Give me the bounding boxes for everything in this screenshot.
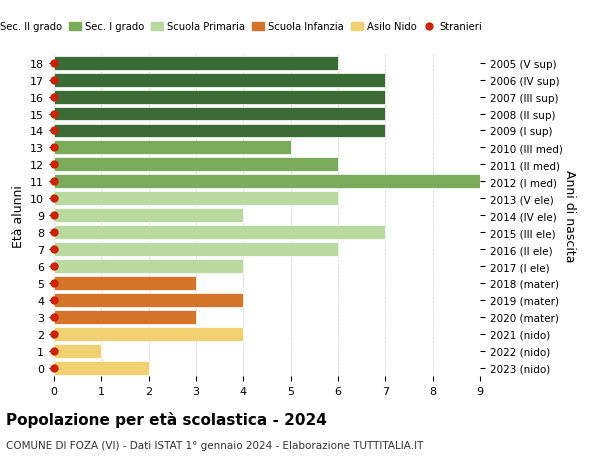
Legend: Sec. II grado, Sec. I grado, Scuola Primaria, Scuola Infanzia, Asilo Nido, Stran: Sec. II grado, Sec. I grado, Scuola Prim… [0,18,486,36]
Point [49,313,59,321]
Bar [54,90,385,104]
Point [49,330,59,338]
Bar [54,344,101,358]
Bar [54,158,338,172]
Y-axis label: Anni di nascita: Anni di nascita [563,169,577,262]
Point [49,128,59,135]
Point [49,161,59,168]
Point [49,297,59,304]
Bar [54,293,244,307]
Point [49,94,59,101]
Point [49,145,59,152]
Point [49,77,59,84]
Bar [54,73,385,87]
Text: Popolazione per età scolastica - 2024: Popolazione per età scolastica - 2024 [6,411,327,427]
Point [49,229,59,236]
Point [49,246,59,253]
Y-axis label: Età alunni: Età alunni [11,185,25,247]
Point [49,263,59,270]
Point [49,195,59,202]
Bar [54,56,338,71]
Bar [54,361,149,375]
Point [49,178,59,185]
Bar [54,226,385,240]
Point [49,347,59,355]
Bar [54,259,244,274]
Bar [54,327,244,341]
Bar [54,276,196,290]
Text: COMUNE DI FOZA (VI) - Dati ISTAT 1° gennaio 2024 - Elaborazione TUTTITALIA.IT: COMUNE DI FOZA (VI) - Dati ISTAT 1° genn… [6,440,424,450]
Bar [54,124,385,138]
Bar [54,209,244,223]
Point [49,111,59,118]
Bar [54,310,196,324]
Point [49,364,59,372]
Point [49,212,59,219]
Bar [54,192,338,206]
Point [49,280,59,287]
Bar [54,107,385,121]
Point [49,60,59,67]
Bar [54,175,480,189]
Bar [54,141,290,155]
Bar [54,243,338,257]
